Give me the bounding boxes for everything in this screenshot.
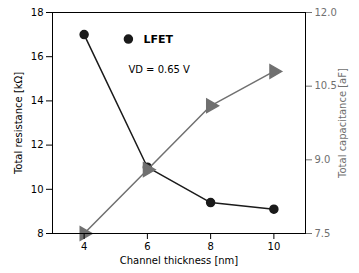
svg-text:LFET: LFET xyxy=(144,33,174,46)
svg-text:Total resistance [kΩ]: Total resistance [kΩ] xyxy=(13,72,24,175)
svg-text:Channel thickness [nm]: Channel thickness [nm] xyxy=(120,255,239,266)
svg-text:10.5: 10.5 xyxy=(315,80,337,91)
svg-text:Total capacitance [aF]: Total capacitance [aF] xyxy=(337,68,348,179)
svg-text:8: 8 xyxy=(207,241,213,252)
svg-text:8: 8 xyxy=(37,228,43,239)
svg-text:10: 10 xyxy=(31,184,44,195)
svg-text:VD = 0.65 V: VD = 0.65 V xyxy=(128,64,190,75)
svg-text:14: 14 xyxy=(31,95,44,106)
svg-text:16: 16 xyxy=(31,51,44,62)
svg-text:4: 4 xyxy=(81,241,87,252)
svg-text:10: 10 xyxy=(268,241,281,252)
svg-text:6: 6 xyxy=(144,241,150,252)
svg-text:12.0: 12.0 xyxy=(315,7,337,18)
svg-text:18: 18 xyxy=(31,7,44,18)
svg-text:7.5: 7.5 xyxy=(315,228,331,239)
svg-text:9.0: 9.0 xyxy=(315,154,331,165)
svg-text:12: 12 xyxy=(31,139,44,150)
